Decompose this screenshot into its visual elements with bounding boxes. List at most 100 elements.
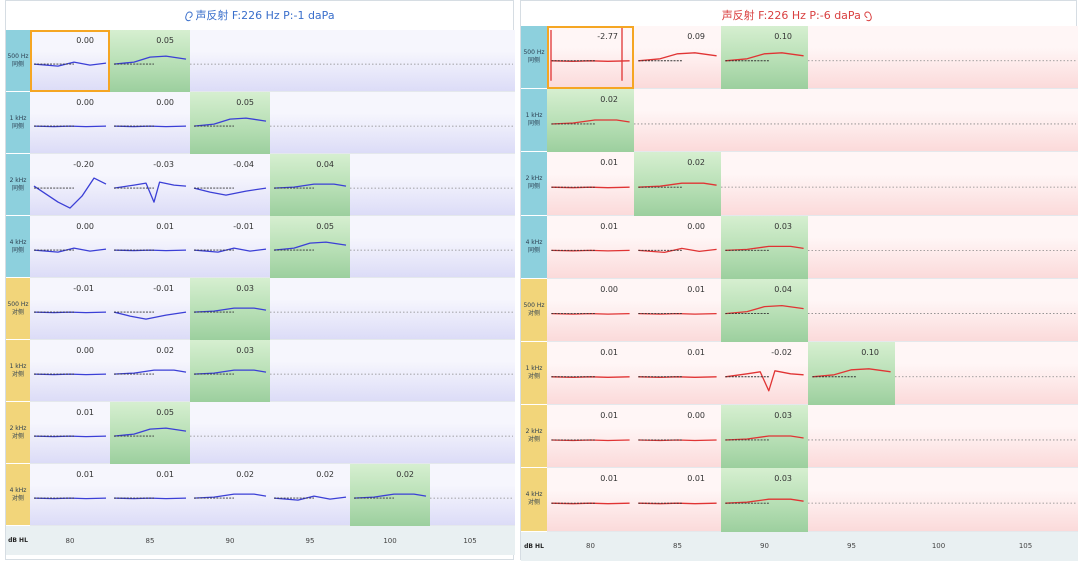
row-label: 500 Hz 同侧 [521, 26, 547, 90]
reflex-value: -0.02 [771, 348, 792, 357]
reflex-cell[interactable]: 0.01 [634, 279, 721, 342]
reflex-cell[interactable]: 0.01 [110, 216, 190, 278]
db-hl-label: dB HL [8, 537, 28, 544]
panel-title: 声反射 F:226 Hz P:-1 daPa [6, 6, 513, 26]
reflex-value: 0.01 [687, 284, 705, 294]
row-label: 1 kHz 对侧 [6, 340, 30, 402]
reflex-cell[interactable]: 0.00 [547, 279, 634, 342]
row-label: 4 kHz 同侧 [521, 215, 547, 279]
row-background [30, 340, 515, 402]
reflex-cell[interactable]: 0.01 [634, 468, 721, 531]
reflex-cell[interactable]: -0.03 [110, 154, 190, 216]
reflex-cell[interactable]: 0.00 [634, 216, 721, 279]
reflex-cell[interactable]: 0.01 [547, 342, 634, 405]
reflex-cell[interactable]: 0.01 [547, 468, 634, 531]
intensity-level: 85 [673, 542, 682, 551]
reflex-cell-detected[interactable]: 0.03 [721, 405, 808, 469]
reflex-cell[interactable]: 0.01 [547, 216, 634, 279]
reflex-cell[interactable]: 0.02 [270, 464, 350, 526]
reflex-value: 0.05 [156, 408, 174, 417]
reflex-value: 0.00 [687, 411, 705, 421]
row-background [30, 278, 515, 340]
reflex-value: 0.10 [774, 32, 792, 41]
reflex-cell[interactable]: 0.00 [30, 340, 110, 402]
reflex-cell[interactable]: 0.01 [110, 464, 190, 526]
reflex-value: 0.03 [774, 221, 792, 231]
reflex-value: 0.05 [316, 222, 334, 231]
reflex-cell-detected[interactable]: 0.03 [190, 278, 270, 340]
reflex-value: 0.00 [76, 36, 94, 45]
reflex-cell[interactable]: 0.01 [634, 342, 721, 405]
reflex-cell-detected[interactable]: 0.10 [721, 26, 808, 90]
row-label: 1 kHz 同侧 [521, 89, 547, 153]
row-label: 2 kHz 同侧 [521, 152, 547, 216]
reflex-cell[interactable]: 0.01 [30, 402, 110, 464]
reflex-cell[interactable]: 0.01 [547, 152, 634, 215]
reflex-value: 0.02 [156, 346, 174, 355]
left-reflex-panel: 声反射 F:226 Hz P:-1 daPa 500 Hz 同侧 0.00 0.05… [5, 0, 515, 560]
reflex-cell[interactable]: -0.01 [110, 278, 190, 340]
reflex-cell-detected[interactable]: 0.05 [190, 92, 270, 154]
reflex-value: 0.01 [600, 158, 618, 168]
reflex-cell[interactable]: 0.00 [30, 30, 110, 92]
reflex-cell[interactable]: 0.00 [634, 405, 721, 468]
reflex-cell[interactable]: 0.00 [30, 92, 110, 154]
reflex-value: -0.03 [153, 160, 174, 169]
row-background [547, 405, 1078, 469]
selected-cell-outline [30, 30, 110, 92]
reflex-cell-detected[interactable]: 0.10 [808, 342, 895, 406]
reflex-cell-detected[interactable]: 0.04 [270, 154, 350, 216]
reflex-cell[interactable]: 0.09 [634, 26, 721, 89]
reflex-cell[interactable]: -0.04 [190, 154, 270, 216]
reflex-value: 0.04 [774, 284, 792, 294]
reflex-value: 0.02 [316, 470, 334, 479]
reflex-cell[interactable]: -0.20 [30, 154, 110, 216]
row-background [547, 468, 1078, 532]
reflex-cell[interactable]: -0.02 [721, 342, 808, 405]
reflex-value: -0.20 [73, 160, 94, 169]
reflex-value: -0.01 [153, 284, 174, 293]
reflex-value: 0.02 [396, 470, 414, 479]
intensity-level: 90 [225, 536, 235, 545]
ear-icon [864, 10, 873, 22]
row-label: 2 kHz 对侧 [521, 405, 547, 469]
reflex-cell[interactable]: 0.01 [30, 464, 110, 526]
reflex-cell-detected[interactable]: 0.02 [350, 464, 430, 526]
reflex-cell-detected[interactable]: 0.02 [547, 89, 634, 153]
reflex-cell-detected[interactable]: 0.03 [721, 468, 808, 532]
reflex-cell-detected[interactable]: 0.04 [721, 278, 808, 342]
reflex-value: 0.02 [236, 470, 254, 479]
reflex-cell-detected[interactable]: 0.03 [721, 215, 808, 279]
reflex-cell-detected[interactable]: 0.05 [110, 402, 190, 464]
reflex-value: 0.02 [687, 158, 705, 168]
intensity-level: 95 [305, 536, 315, 545]
reflex-value: 0.00 [600, 284, 618, 294]
reflex-cell-detected[interactable]: 0.02 [634, 152, 721, 216]
reflex-value: 0.00 [76, 346, 94, 355]
reflex-value: 0.01 [600, 411, 618, 421]
reflex-value: 0.03 [774, 411, 792, 421]
reflex-value: 0.01 [687, 348, 705, 357]
reflex-value: 0.00 [76, 98, 94, 107]
reflex-cell[interactable]: -0.01 [30, 278, 110, 340]
reflex-cell-detected[interactable]: 0.05 [270, 216, 350, 278]
reflex-value: -0.01 [73, 284, 94, 293]
reflex-value: 0.04 [316, 160, 334, 169]
reflex-cell[interactable]: -0.01 [190, 216, 270, 278]
reflex-cell[interactable]: 0.00 [30, 216, 110, 278]
reflex-cell[interactable]: 0.00 [110, 92, 190, 154]
ear-icon [184, 10, 194, 22]
reflex-cell[interactable]: 0.01 [547, 405, 634, 468]
intensity-level: 90 [760, 542, 769, 551]
reflex-value: -0.01 [233, 222, 254, 231]
row-background [547, 215, 1078, 279]
reflex-cell-detected[interactable]: 0.05 [110, 30, 190, 92]
row-label: 2 kHz 对侧 [6, 402, 30, 464]
reflex-cell[interactable]: 0.02 [110, 340, 190, 402]
reflex-cell-detected[interactable]: 0.03 [190, 340, 270, 402]
intensity-level: 80 [586, 542, 595, 551]
reflex-value: 0.02 [600, 95, 618, 105]
reflex-cell[interactable]: 0.02 [190, 464, 270, 526]
panel-title: 声反射 F:226 Hz P:-6 daPa [521, 6, 1076, 26]
reflex-value: 0.00 [76, 222, 94, 231]
